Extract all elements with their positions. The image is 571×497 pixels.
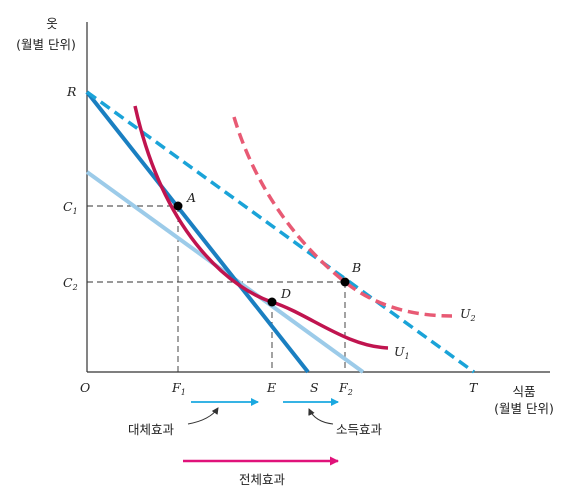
x-label-s: S <box>310 380 319 395</box>
y-label-c2: C2 <box>63 275 78 292</box>
guide-lines <box>87 205 346 372</box>
point-d-label: D <box>280 286 291 301</box>
x-axis-title: 식품 <box>512 384 535 399</box>
point-a-label: A <box>186 190 196 205</box>
y-label-r: R <box>66 84 76 99</box>
x-label-f1: F1 <box>171 380 186 397</box>
substitution-callout-pointer <box>187 407 219 425</box>
x-axis-unit: (월별 단위) <box>494 401 554 416</box>
origin-label: O <box>80 380 90 395</box>
point-b-label: B <box>351 260 361 275</box>
x-label-t: T <box>469 380 479 395</box>
total-effect-label: 전체효과 <box>239 472 286 487</box>
budget-line-new <box>85 90 476 374</box>
indifference-curve-u2 <box>232 116 453 318</box>
y-label-c1: C1 <box>63 199 78 216</box>
y-axis-title: 옷 <box>46 16 58 31</box>
income-callout-pointer <box>308 408 334 425</box>
income-effect-label: 소득효과 <box>336 422 383 437</box>
budget-line-original <box>85 90 310 374</box>
indifference-curve-u1 <box>133 105 389 350</box>
point-d-marker <box>267 297 277 307</box>
point-a-marker <box>173 201 183 211</box>
x-label-e: E <box>266 380 276 395</box>
curve-u1-label: U1 <box>394 344 410 361</box>
y-axis-unit: (월별 단위) <box>16 37 76 52</box>
substitution-effect-label: 대체효과 <box>128 422 175 437</box>
x-label-f2: F2 <box>338 380 353 397</box>
point-b-marker <box>340 277 350 287</box>
curve-u2-label: U2 <box>460 306 476 323</box>
